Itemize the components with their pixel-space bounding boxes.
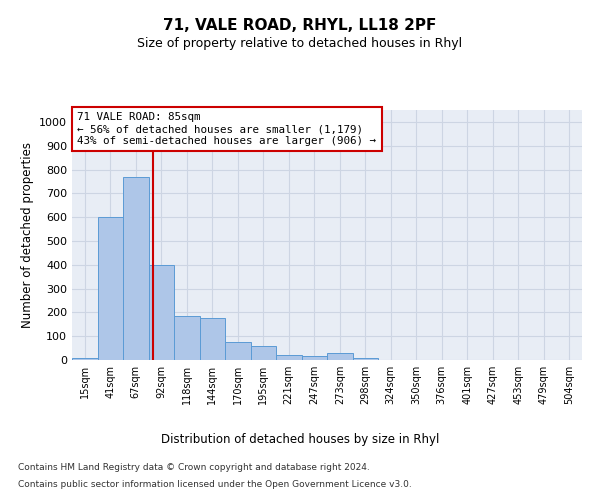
Text: 71, VALE ROAD, RHYL, LL18 2PF: 71, VALE ROAD, RHYL, LL18 2PF <box>163 18 437 32</box>
Bar <box>225 342 251 360</box>
Bar <box>97 217 123 360</box>
Bar <box>276 355 302 360</box>
Bar <box>72 358 97 360</box>
Bar <box>353 358 378 360</box>
Bar <box>123 176 149 360</box>
Text: Contains public sector information licensed under the Open Government Licence v3: Contains public sector information licen… <box>18 480 412 489</box>
Text: Size of property relative to detached houses in Rhyl: Size of property relative to detached ho… <box>137 38 463 51</box>
Bar <box>174 316 199 360</box>
Text: Contains HM Land Registry data © Crown copyright and database right 2024.: Contains HM Land Registry data © Crown c… <box>18 462 370 471</box>
Bar <box>302 356 327 360</box>
Bar <box>327 353 353 360</box>
Bar <box>149 265 174 360</box>
Bar <box>251 346 276 360</box>
Y-axis label: Number of detached properties: Number of detached properties <box>20 142 34 328</box>
Text: 71 VALE ROAD: 85sqm
← 56% of detached houses are smaller (1,179)
43% of semi-det: 71 VALE ROAD: 85sqm ← 56% of detached ho… <box>77 112 376 146</box>
Bar <box>199 318 225 360</box>
Text: Distribution of detached houses by size in Rhyl: Distribution of detached houses by size … <box>161 432 439 446</box>
